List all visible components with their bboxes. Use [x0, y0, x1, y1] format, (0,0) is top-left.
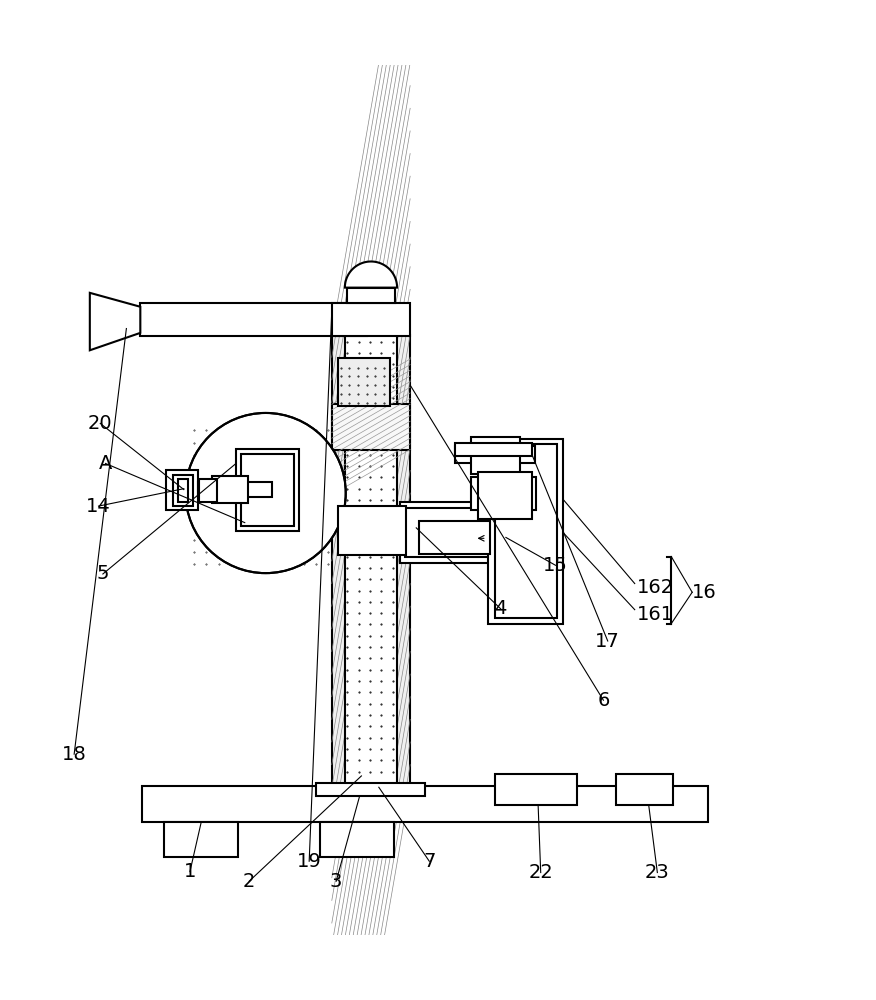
Bar	[316, 783, 425, 796]
Bar	[332, 335, 410, 787]
Bar	[478, 472, 532, 519]
Bar	[405, 508, 501, 557]
Text: 5: 5	[96, 564, 110, 583]
Text: 20: 20	[88, 414, 113, 433]
Text: 162: 162	[637, 578, 674, 597]
Bar	[456, 446, 535, 463]
Bar	[338, 358, 390, 406]
Text: 15: 15	[543, 556, 568, 575]
Text: 1: 1	[184, 862, 196, 881]
Bar	[241, 454, 293, 526]
Bar	[347, 288, 395, 303]
Text: 18: 18	[62, 745, 87, 764]
Text: 23: 23	[645, 863, 670, 882]
Text: 6: 6	[597, 691, 610, 710]
Bar	[173, 475, 193, 506]
Text: 19: 19	[297, 852, 321, 871]
Text: 14: 14	[86, 497, 111, 516]
Bar	[345, 335, 397, 787]
Bar	[495, 444, 557, 618]
Bar	[178, 479, 188, 502]
Text: 7: 7	[423, 852, 435, 871]
Bar	[236, 449, 299, 531]
Text: 16: 16	[692, 583, 717, 602]
Text: 2: 2	[243, 872, 255, 891]
Text: 161: 161	[637, 605, 674, 624]
Bar	[321, 822, 394, 857]
Bar	[200, 479, 217, 502]
Text: 4: 4	[494, 599, 507, 618]
Bar	[419, 521, 491, 554]
Bar	[142, 786, 708, 822]
Bar	[338, 506, 406, 555]
Bar	[399, 502, 506, 563]
Bar	[198, 482, 272, 497]
Bar	[456, 443, 532, 456]
Bar	[140, 303, 367, 336]
Bar	[164, 822, 237, 857]
Text: 3: 3	[330, 872, 343, 891]
Bar	[471, 437, 519, 474]
Text: 22: 22	[528, 863, 553, 882]
Bar	[212, 476, 248, 503]
Text: 17: 17	[596, 632, 620, 651]
Bar	[495, 774, 577, 805]
Bar	[617, 774, 673, 805]
Circle shape	[186, 413, 346, 573]
Bar	[166, 470, 198, 510]
Bar	[489, 439, 563, 624]
Polygon shape	[345, 262, 397, 288]
Text: A: A	[99, 454, 112, 473]
Bar	[332, 404, 410, 450]
Bar	[471, 477, 536, 510]
Bar	[332, 303, 410, 336]
Polygon shape	[90, 293, 140, 350]
